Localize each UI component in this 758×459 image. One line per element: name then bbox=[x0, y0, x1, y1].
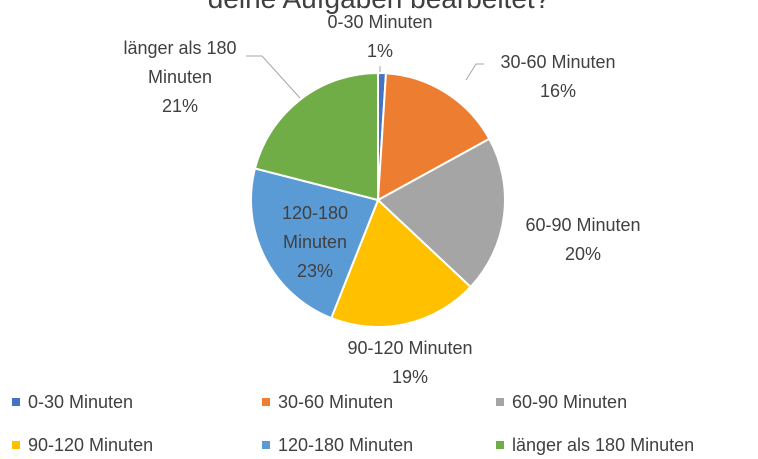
legend-swatch bbox=[496, 398, 504, 406]
legend-item: 30-60 Minuten bbox=[262, 390, 393, 414]
data-label: 0-30 Minuten 1% bbox=[310, 8, 450, 66]
legend-swatch bbox=[12, 441, 20, 449]
legend-label: länger als 180 Minuten bbox=[512, 434, 695, 455]
legend-label: 60-90 Minuten bbox=[512, 391, 628, 412]
legend-item: 0-30 Minuten bbox=[12, 390, 133, 414]
legend-item: 90-120 Minuten bbox=[12, 433, 153, 457]
data-label-category: 120-180 Minuten bbox=[281, 203, 349, 252]
leader-line bbox=[246, 55, 301, 99]
data-label-value: 1% bbox=[366, 41, 393, 61]
data-label-value: 20% bbox=[564, 244, 602, 264]
pie-slice bbox=[250, 167, 380, 320]
leader-line bbox=[465, 63, 484, 81]
legend-label: 0-30 Minuten bbox=[28, 391, 134, 412]
legend-label: 120-180 Minuten bbox=[278, 434, 414, 455]
data-label-value: 23% bbox=[296, 261, 334, 281]
data-label-value: 19% bbox=[391, 367, 429, 387]
data-label: länger als 180 Minuten 21% bbox=[100, 34, 260, 121]
legend-swatch bbox=[262, 398, 270, 406]
legend-label: 30-60 Minuten bbox=[278, 391, 394, 412]
legend-item: 60-90 Minuten bbox=[496, 390, 627, 414]
legend-swatch bbox=[496, 441, 504, 449]
data-label: 60-90 Minuten 20% bbox=[503, 211, 663, 269]
data-label-value: 21% bbox=[161, 96, 199, 116]
data-label-category: 0-30 Minuten bbox=[327, 12, 433, 32]
pie-slice bbox=[253, 71, 379, 202]
legend-label: 90-120 Minuten bbox=[28, 434, 154, 455]
data-label-category: 30-60 Minuten bbox=[500, 52, 616, 72]
pie-slice bbox=[376, 72, 491, 202]
data-label-category: 60-90 Minuten bbox=[525, 215, 641, 235]
data-label: 90-120 Minuten 19% bbox=[325, 334, 495, 392]
legend-swatch bbox=[12, 398, 20, 406]
legend-swatch bbox=[262, 441, 270, 449]
data-label-value: 16% bbox=[539, 81, 577, 101]
legend-item: länger als 180 Minuten bbox=[496, 433, 694, 457]
chart-title: deine Aufgaben bearbeitet? bbox=[0, 0, 758, 15]
pie-slice bbox=[376, 137, 506, 289]
data-label-category: 90-120 Minuten bbox=[347, 338, 473, 358]
legend-item: 120-180 Minuten bbox=[262, 433, 413, 457]
data-label: 30-60 Minuten 16% bbox=[478, 48, 638, 106]
data-label-category: länger als 180 Minuten bbox=[123, 38, 237, 87]
data-label: 120-180 Minuten 23% bbox=[270, 199, 360, 286]
